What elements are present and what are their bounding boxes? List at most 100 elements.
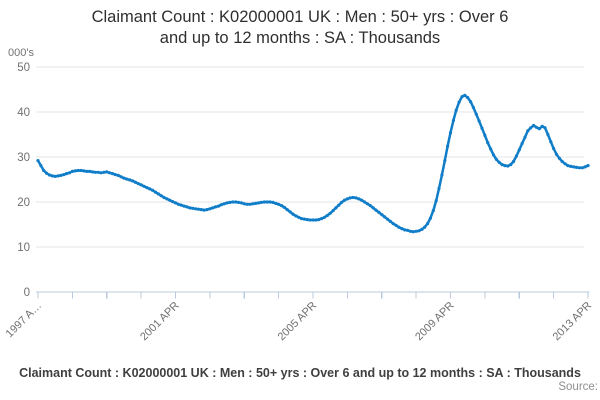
data-point-marker (391, 222, 395, 226)
data-point-marker (36, 159, 40, 163)
data-point-marker (360, 198, 364, 202)
data-point-marker (325, 213, 329, 218)
x-axis-label: 2013 APR (551, 300, 595, 344)
data-point-marker (368, 204, 372, 208)
data-point-marker (162, 195, 166, 200)
data-point-marker (208, 207, 212, 211)
data-point-marker (405, 228, 410, 232)
data-point-marker (491, 153, 496, 157)
y-axis-tick-label: 10 (17, 242, 30, 254)
data-point-marker (294, 214, 298, 218)
data-point-marker (185, 205, 189, 209)
data-point-marker (543, 126, 547, 130)
chart-title-line-2: and up to 12 months : SA : Thousands (159, 29, 441, 47)
data-point-marker (194, 207, 198, 211)
x-axis-label: 2001 APR (138, 300, 182, 344)
data-point-marker (102, 170, 106, 174)
data-point-marker (480, 126, 484, 130)
data-point-marker (451, 118, 455, 123)
data-point-marker (529, 126, 533, 130)
data-point-marker (474, 112, 478, 116)
series-line (36, 94, 590, 233)
data-point-marker (231, 200, 235, 204)
data-point-marker (239, 201, 243, 205)
data-point-marker (248, 202, 252, 206)
data-point-marker (116, 173, 120, 177)
data-point-marker (337, 203, 341, 207)
data-point-marker (242, 202, 246, 206)
data-point-marker (277, 202, 281, 206)
data-point-marker (331, 209, 335, 213)
data-point-marker (400, 227, 404, 231)
data-point-marker (225, 201, 229, 205)
data-point-marker (552, 146, 556, 151)
data-point-marker (580, 166, 584, 170)
data-point-marker (417, 229, 421, 233)
y-axis-tick-label: 50 (17, 62, 30, 74)
data-point-marker (90, 170, 94, 174)
data-point-marker (136, 182, 140, 186)
data-point-marker (291, 212, 295, 216)
data-point-marker (257, 201, 261, 205)
data-point-marker (202, 208, 206, 212)
data-point-marker (113, 173, 117, 177)
data-point-marker (437, 186, 441, 191)
data-point-marker (156, 192, 160, 196)
data-point-marker (148, 187, 152, 191)
data-point-marker (196, 207, 200, 211)
data-point-marker (47, 173, 52, 177)
data-point-marker (179, 203, 183, 207)
data-point-marker (99, 171, 103, 175)
data-point-marker (62, 173, 66, 177)
data-point-marker (489, 147, 493, 151)
x-axis-label: 1997 A… (4, 300, 44, 340)
data-point-marker (569, 164, 573, 168)
data-point-marker (448, 131, 453, 135)
data-point-marker (411, 230, 415, 234)
data-point-marker (457, 100, 461, 104)
data-point-marker (365, 202, 369, 206)
data-point-marker (65, 172, 69, 176)
data-point-marker (122, 176, 126, 180)
data-point-marker (351, 195, 355, 200)
data-point-marker (354, 196, 358, 200)
data-point-marker (371, 206, 375, 210)
data-point-marker (317, 218, 321, 222)
data-point-marker (494, 157, 498, 161)
data-point-marker (39, 164, 43, 168)
data-point-marker (265, 200, 269, 204)
data-point-marker (119, 175, 123, 179)
data-point-marker (363, 200, 367, 204)
data-point-marker (45, 171, 49, 175)
data-point-marker (93, 170, 97, 174)
data-point-marker (165, 197, 169, 201)
data-point-marker (414, 229, 418, 233)
data-point-marker (59, 173, 63, 177)
data-point-marker (153, 190, 157, 194)
data-point-marker (420, 227, 424, 231)
data-point-marker (560, 159, 564, 164)
data-point-marker (557, 156, 562, 160)
data-point-marker (497, 160, 501, 164)
data-point-marker (53, 174, 57, 178)
data-point-marker (483, 133, 487, 137)
data-point-marker (511, 159, 516, 164)
data-point-marker (42, 168, 46, 173)
data-point-marker (222, 202, 226, 206)
data-point-marker (133, 180, 137, 184)
data-point-marker (540, 124, 544, 128)
data-point-marker (128, 178, 132, 182)
data-point-marker (110, 172, 115, 176)
data-point-marker (96, 170, 100, 174)
data-point-marker (431, 209, 435, 213)
data-point-marker (434, 199, 438, 203)
data-point-marker (274, 201, 278, 205)
data-point-marker (79, 168, 83, 173)
data-point-marker (219, 203, 223, 207)
data-point-marker (514, 154, 519, 158)
data-point-marker (537, 127, 541, 131)
data-point-marker (397, 225, 401, 229)
data-point-marker (268, 200, 272, 204)
data-point-marker (205, 208, 209, 212)
data-point-marker (394, 223, 398, 227)
